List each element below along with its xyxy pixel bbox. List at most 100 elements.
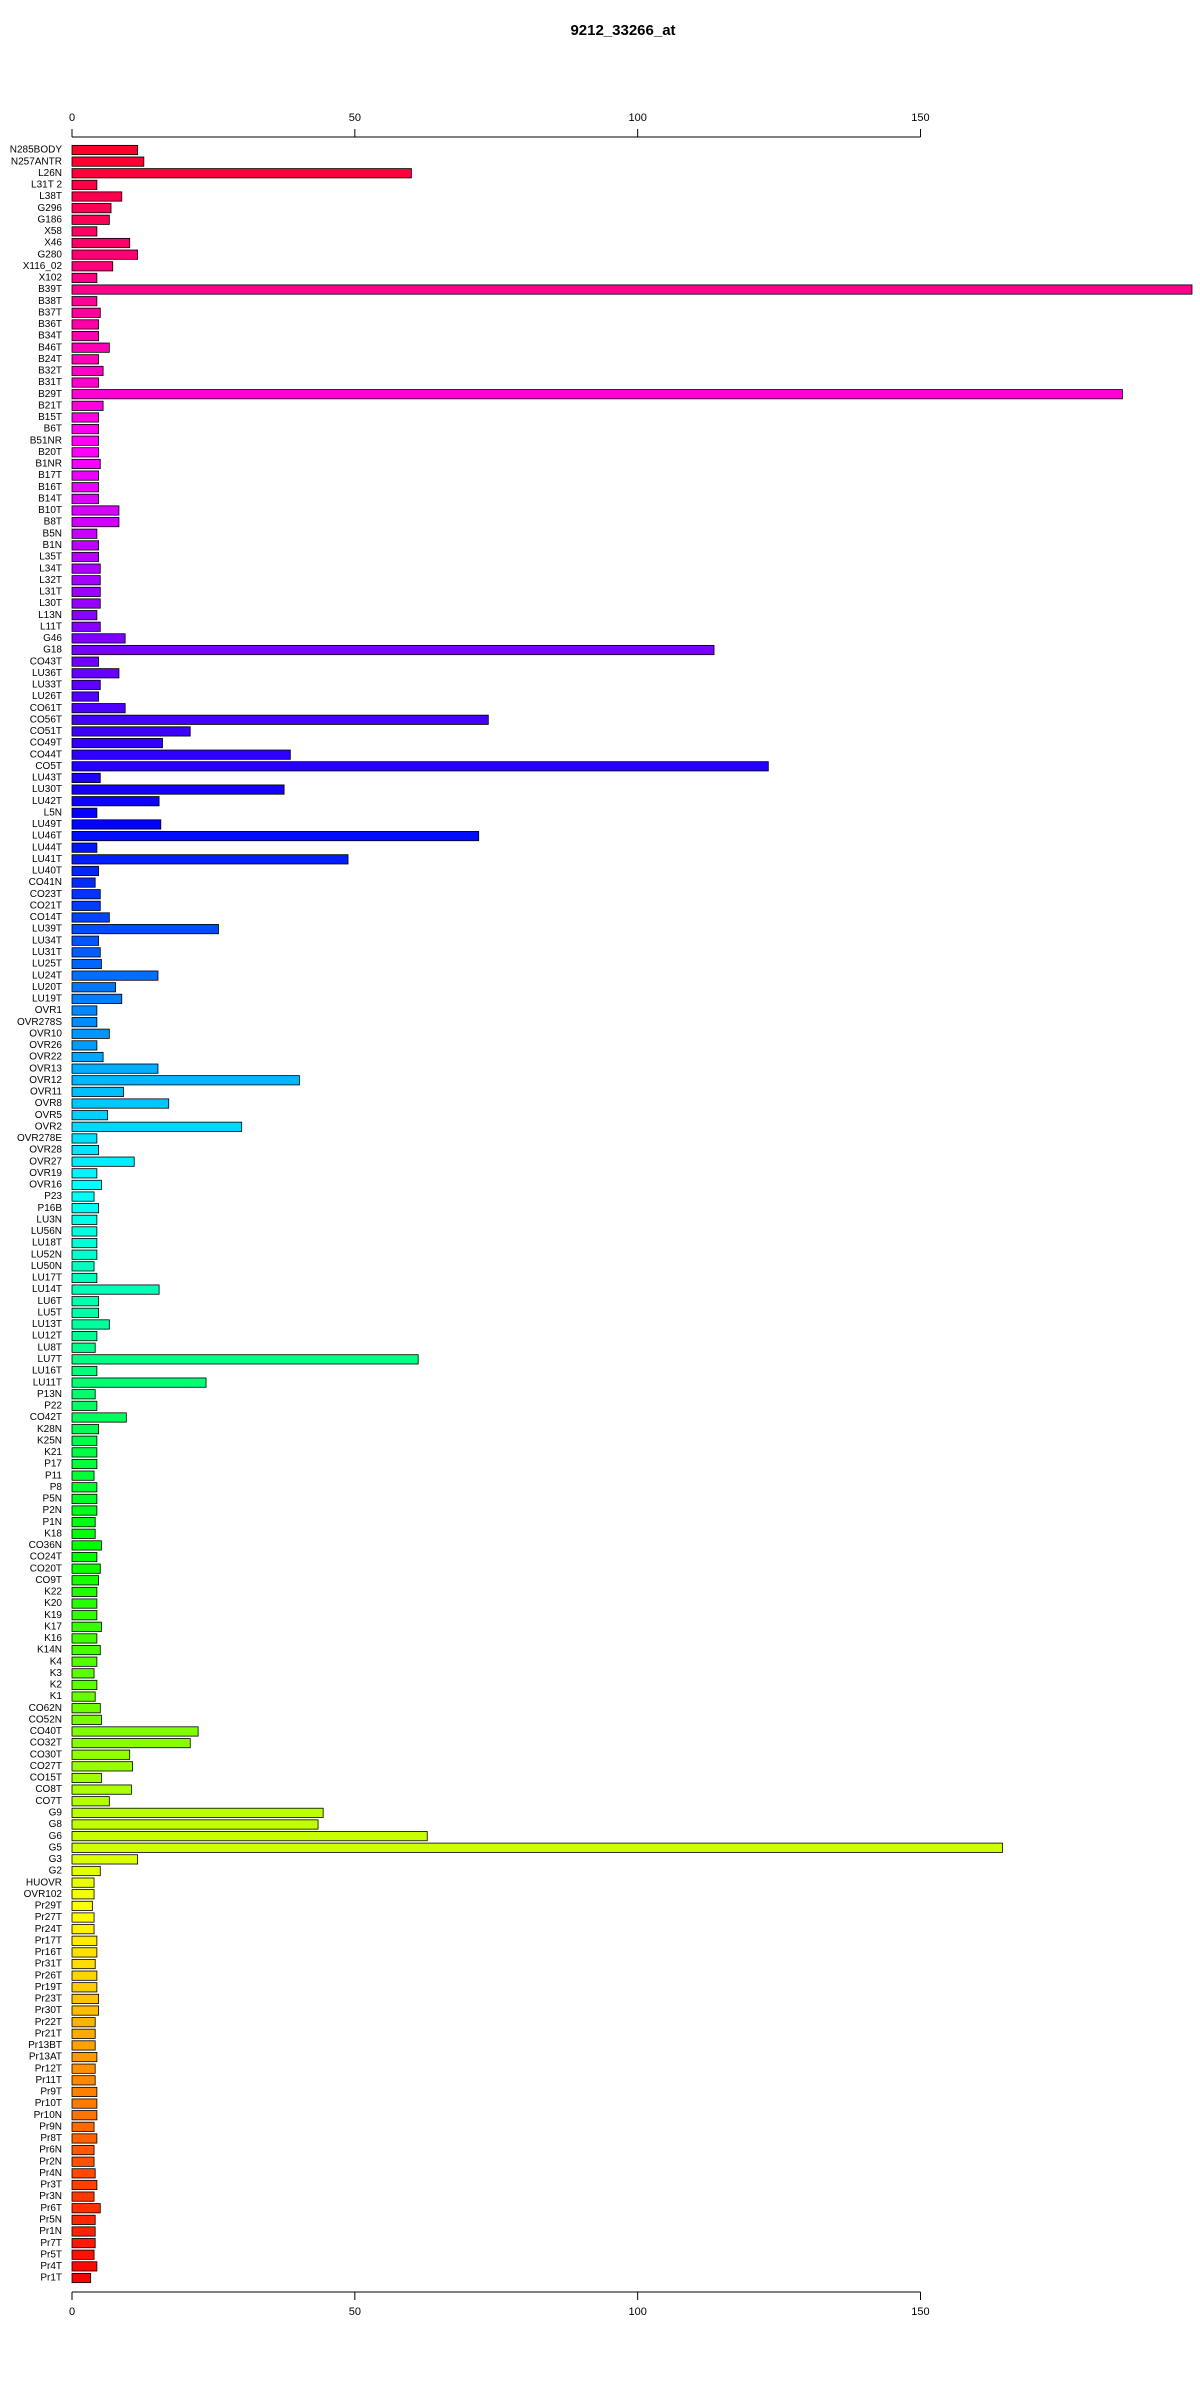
bar: [71, 772, 101, 783]
bar: [71, 726, 191, 737]
category-label: Pr31T: [35, 1959, 62, 1970]
category-label: OVR10: [29, 1028, 62, 1039]
category-label: CO40T: [30, 1726, 62, 1737]
bar: [71, 1877, 95, 1888]
category-label: LU14T: [32, 1284, 62, 1295]
bar: [71, 575, 101, 586]
category-label: CO23T: [30, 889, 62, 900]
bar: [71, 1005, 98, 1016]
category-label: P2N: [43, 1505, 62, 1516]
bar: [71, 214, 110, 225]
bar: [71, 1807, 324, 1818]
bar: [71, 1691, 96, 1702]
bar: [71, 1517, 96, 1528]
category-label: Pr11T: [36, 2075, 63, 2086]
category-label: K2: [50, 1680, 63, 1691]
category-label: OVR102: [24, 1889, 63, 1900]
bar: [71, 1586, 98, 1597]
category-label: OVR278S: [17, 1017, 62, 1028]
bar: [71, 1540, 102, 1551]
bar: [71, 865, 99, 877]
category-label: B10T: [38, 505, 62, 516]
bar: [71, 982, 116, 993]
category-label: LU19T: [32, 994, 62, 1005]
category-label: L11T: [40, 621, 62, 632]
bar: [71, 1342, 96, 1353]
bar: [71, 993, 123, 1004]
category-label: OVR278E: [17, 1133, 62, 1144]
category-label: CO21T: [30, 900, 62, 911]
category-label: Pr4T: [40, 2261, 62, 2272]
category-label: L31T: [39, 587, 62, 598]
bar: [71, 1354, 419, 1365]
category-label: Pr5N: [39, 2214, 62, 2225]
category-label: LU31T: [32, 947, 62, 958]
category-label: G46: [43, 633, 62, 644]
category-label: P13N: [37, 1389, 62, 1400]
category-label: CO27T: [30, 1761, 62, 1772]
category-label: B38T: [38, 296, 62, 307]
category-label: B17T: [38, 470, 62, 481]
bar: [71, 1203, 99, 1214]
category-label: Pr19T: [35, 1982, 62, 1993]
category-label: G3: [49, 1854, 63, 1865]
bar: [71, 691, 99, 702]
category-label: G18: [43, 645, 62, 656]
category-label: LU36T: [32, 668, 62, 679]
category-label: K14N: [37, 1645, 62, 1656]
x-tick-label: 50: [349, 2306, 361, 2318]
category-label: P1N: [43, 1517, 62, 1528]
bar: [71, 435, 99, 446]
bar: [71, 319, 99, 330]
bar: [71, 947, 101, 958]
category-label: B16T: [38, 482, 62, 493]
category-label: Pr13AT: [29, 2052, 62, 2063]
bar: [71, 226, 98, 237]
bar: [71, 424, 99, 435]
category-label: K17: [44, 1621, 62, 1632]
bar: [71, 819, 162, 830]
category-label: Pr2N: [39, 2156, 62, 2167]
bar: [71, 1156, 135, 1167]
category-label: L34T: [39, 563, 62, 574]
bar: [71, 1412, 127, 1423]
bar: [71, 2249, 95, 2260]
bar: [71, 331, 99, 342]
category-label: G6: [49, 1831, 63, 1842]
category-label: OVR27: [29, 1156, 62, 1167]
category-label: B21T: [38, 400, 62, 411]
bar: [71, 1249, 98, 1260]
category-label: Pr26T: [35, 1970, 62, 1981]
bar: [71, 1063, 159, 1074]
category-label: B34T: [38, 331, 62, 342]
x-tick-label: 0: [69, 112, 75, 124]
bar: [71, 1854, 139, 1865]
category-label: Pr8T: [40, 2133, 62, 2144]
category-label: Pr10N: [34, 2110, 62, 2121]
bar: [71, 261, 114, 272]
category-label: X116_02: [23, 261, 63, 272]
category-label: OVR8: [35, 1098, 63, 1109]
bar: [71, 970, 159, 981]
bar: [71, 2110, 98, 2121]
bar: [71, 1633, 98, 1644]
category-label: LU39T: [32, 924, 62, 935]
bar: [71, 2098, 98, 2109]
category-label: B51NR: [30, 435, 62, 446]
category-label: LU8T: [38, 1342, 62, 1353]
bar: [71, 377, 99, 388]
category-label: OVR5: [35, 1110, 63, 1121]
bar: [71, 1761, 133, 1772]
bar: [71, 1831, 428, 1842]
bar: [71, 2168, 96, 2179]
bar: [71, 2075, 96, 2086]
category-label: Pr1N: [39, 2226, 62, 2237]
bar: [71, 900, 101, 911]
category-label: K21: [44, 1447, 62, 1458]
category-label: L31T 2: [31, 180, 62, 191]
bar: [71, 1575, 99, 1586]
bar: [71, 1982, 98, 1993]
bar: [71, 784, 285, 795]
bar: [71, 1842, 1003, 1853]
category-label: LU33T: [32, 680, 62, 691]
